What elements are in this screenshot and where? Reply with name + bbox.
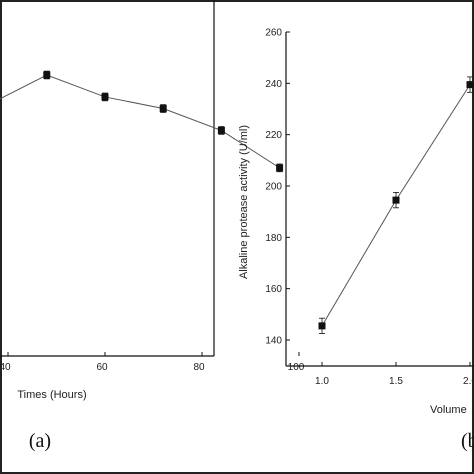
panel-a-line xyxy=(0,74,280,169)
panel-b-data-point xyxy=(466,81,474,89)
panel-b-y-axis-label: Alkaline protease activity (U/ml) xyxy=(238,125,250,279)
panel-b: 140 160 180 200 220 240 260 1.0 1.5 2.0 Alkaline… xyxy=(238,28,474,452)
panel-a-x-axis-label: Times (Hours) xyxy=(17,389,86,401)
panel-b-y-tick-label: 220 xyxy=(265,130,282,141)
panel-a-x-ticks: 40 60 80 100 xyxy=(0,352,305,373)
panel-b-y-tick-label: 140 xyxy=(265,336,282,347)
panel-a-series-line xyxy=(0,74,280,169)
panel-b-data-point xyxy=(318,322,326,330)
panel-a: 40 60 80 100 Times (Hours) (a) xyxy=(0,0,305,452)
panel-b-y-tick-label: 160 xyxy=(265,284,282,295)
panel-a-x-tick-label: 80 xyxy=(193,362,205,373)
panel-b-y-ticks: 140 160 180 200 220 240 260 xyxy=(265,28,290,347)
panel-a-data-point xyxy=(159,105,167,113)
panel-b-markers xyxy=(318,76,474,334)
panel-b-label: (b) xyxy=(461,430,474,452)
panel-b-x-axis-label: Volume xyxy=(430,404,467,416)
panel-a-data-point xyxy=(101,93,109,101)
panel-b-y-tick-label: 200 xyxy=(265,182,282,193)
panel-b-data-point xyxy=(392,196,400,204)
panel-b-x-ticks: 1.0 1.5 2.0 xyxy=(315,362,474,387)
panel-b-x-tick-label: 1.5 xyxy=(389,376,403,387)
panel-b-y-tick-label: 180 xyxy=(265,233,282,244)
panel-b-x-tick-label: 1.0 xyxy=(315,376,329,387)
panel-a-x-tick-label: 100 xyxy=(288,362,305,373)
panel-a-x-tick-label: 60 xyxy=(96,362,108,373)
panel-a-data-point xyxy=(43,71,51,79)
panel-b-x-tick-label: 2.0 xyxy=(463,376,474,387)
panel-a-x-tick-label: 40 xyxy=(0,362,11,373)
panel-b-y-tick-label: 240 xyxy=(265,79,282,90)
panel-a-markers xyxy=(43,70,284,173)
panel-a-data-point xyxy=(276,164,284,172)
panel-a-label: (a) xyxy=(29,430,51,452)
panel-b-axes xyxy=(285,32,474,367)
panel-b-y-tick-label: 260 xyxy=(265,28,282,39)
panel-a-axes xyxy=(0,0,215,357)
panel-a-data-point xyxy=(217,126,225,134)
